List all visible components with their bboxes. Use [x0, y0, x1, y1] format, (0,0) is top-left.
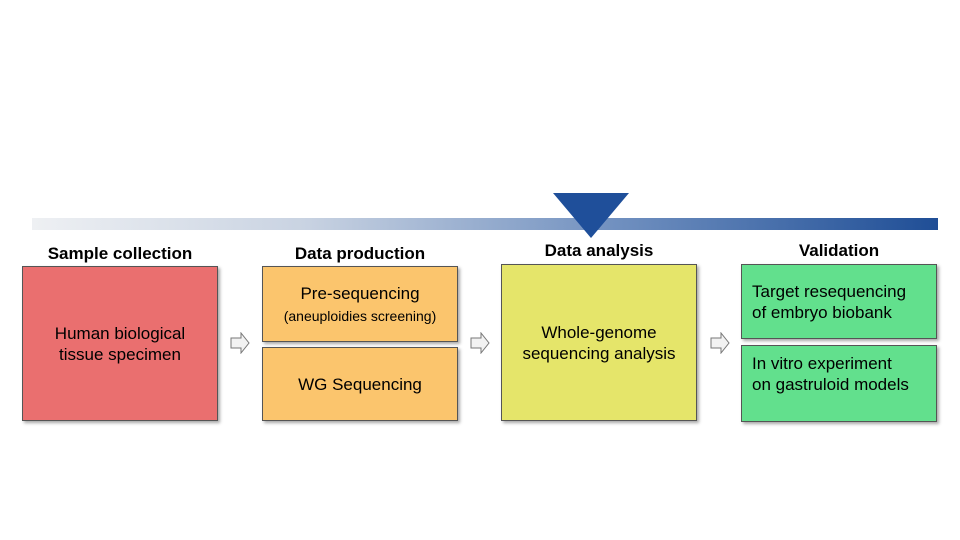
pre-sequencing-subtext: (aneuploidies screening) [283, 308, 437, 324]
wg-sequencing-box: WG Sequencing [262, 347, 458, 421]
target-resequencing-text: Target resequencing of embryo biobank [752, 282, 907, 322]
pre-sequencing-box: Pre-sequencing (aneuploidies screening) [262, 266, 458, 342]
data-analysis-box: Whole-genome sequencing analysis [501, 264, 697, 421]
flow-arrow-icon [710, 332, 730, 354]
progress-bar [32, 218, 938, 230]
in-vitro-experiment-text: In vitro experiment on gastruloid models [752, 354, 909, 394]
stage-title-validation: Validation [798, 241, 880, 260]
wg-sequencing-text: WG Sequencing [298, 374, 422, 394]
stage-title-sample-collection: Sample collection [47, 244, 193, 263]
in-vitro-experiment-box: In vitro experiment on gastruloid models [741, 345, 937, 422]
progress-marker-triangle-down-icon [553, 193, 629, 238]
stage-title-data-analysis: Data analysis [544, 241, 654, 260]
flow-arrow-icon [230, 332, 250, 354]
target-resequencing-box: Target resequencing of embryo biobank [741, 264, 937, 339]
sample-collection-box: Human biological tissue specimen [22, 266, 218, 421]
data-analysis-text: Whole-genome sequencing analysis [522, 322, 676, 363]
stage-title-data-production: Data production [294, 244, 426, 263]
flow-arrow-icon [470, 332, 490, 354]
pre-sequencing-text: Pre-sequencing [300, 284, 420, 303]
sample-collection-text: Human biological tissue specimen [54, 323, 186, 364]
